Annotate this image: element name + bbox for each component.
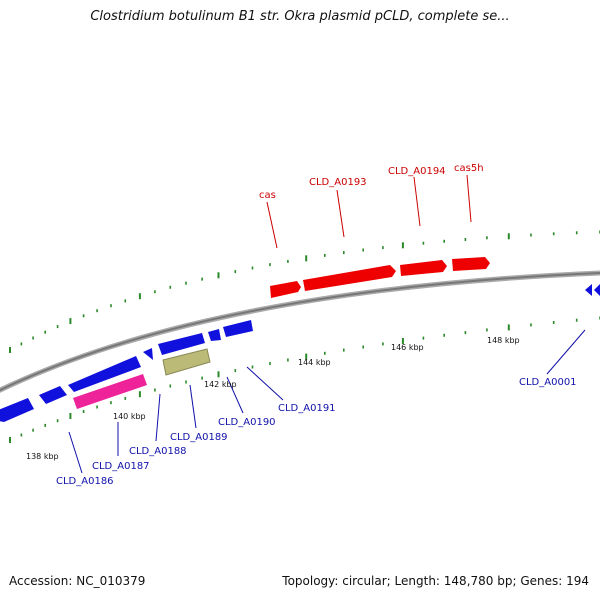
- forward-gene-track: [270, 257, 490, 298]
- label-CLD_A0186: CLD_A0186: [56, 476, 114, 487]
- scale-label-148: 148 kbp: [487, 336, 520, 345]
- reverse-gene-track: [0, 284, 600, 422]
- label-cas: cas: [259, 190, 276, 201]
- scale-label-144: 144 kbp: [298, 358, 331, 367]
- label-CLD_A0191: CLD_A0191: [278, 403, 336, 414]
- gene-CLD_A0001-b[interactable]: [594, 284, 600, 296]
- bottom-leader-lines: [68, 329, 586, 474]
- gene-CLD_A0190-track[interactable]: [158, 333, 205, 355]
- gene-small-blue[interactable]: [143, 348, 153, 360]
- gene-cas[interactable]: [270, 281, 301, 298]
- top-leader-lines: [266, 174, 472, 249]
- map-title: Clostridium botulinum B1 str. Okra plasm…: [90, 9, 510, 24]
- label-CLD_A0190: CLD_A0190: [218, 417, 276, 428]
- label-cas5h: cas5h: [454, 163, 484, 174]
- backbone-arc-shadow: [0, 272, 600, 392]
- inner-tick-ring: [9, 316, 600, 443]
- label-CLD_A0188: CLD_A0188: [129, 446, 187, 457]
- accession-text: Accession: NC_010379: [9, 574, 146, 588]
- gene-CLD_A0188-track[interactable]: [68, 356, 141, 392]
- gene-CLD_A0001[interactable]: [585, 284, 592, 296]
- label-CLD_A0189: CLD_A0189: [170, 432, 228, 443]
- scale-label-146: 146 kbp: [391, 343, 424, 352]
- gene-olive[interactable]: [162, 348, 211, 376]
- gene-small-blue-2[interactable]: [208, 329, 221, 341]
- outer-tick-ring: [9, 230, 600, 353]
- scale-label-140: 140 kbp: [113, 412, 146, 421]
- gene-cas5h[interactable]: [452, 257, 490, 271]
- gene-CLD_A0194[interactable]: [400, 260, 447, 276]
- label-CLD_A0193: CLD_A0193: [309, 177, 367, 188]
- label-CLD_A0194: CLD_A0194: [388, 166, 446, 177]
- label-CLD_A0001: CLD_A0001: [519, 377, 577, 388]
- scale-label-138: 138 kbp: [26, 452, 59, 461]
- gene-pink[interactable]: [73, 374, 147, 409]
- gene-CLD_A0186[interactable]: [0, 398, 34, 422]
- gene-CLD_A0193[interactable]: [303, 265, 396, 291]
- label-CLD_A0187: CLD_A0187: [92, 461, 150, 472]
- gene-CLD_A0191-track[interactable]: [223, 320, 253, 337]
- gene-CLD_A0187-track[interactable]: [39, 386, 67, 404]
- topology-summary: Topology: circular; Length: 148,780 bp; …: [282, 574, 589, 588]
- scale-label-142: 142 kbp: [204, 380, 237, 389]
